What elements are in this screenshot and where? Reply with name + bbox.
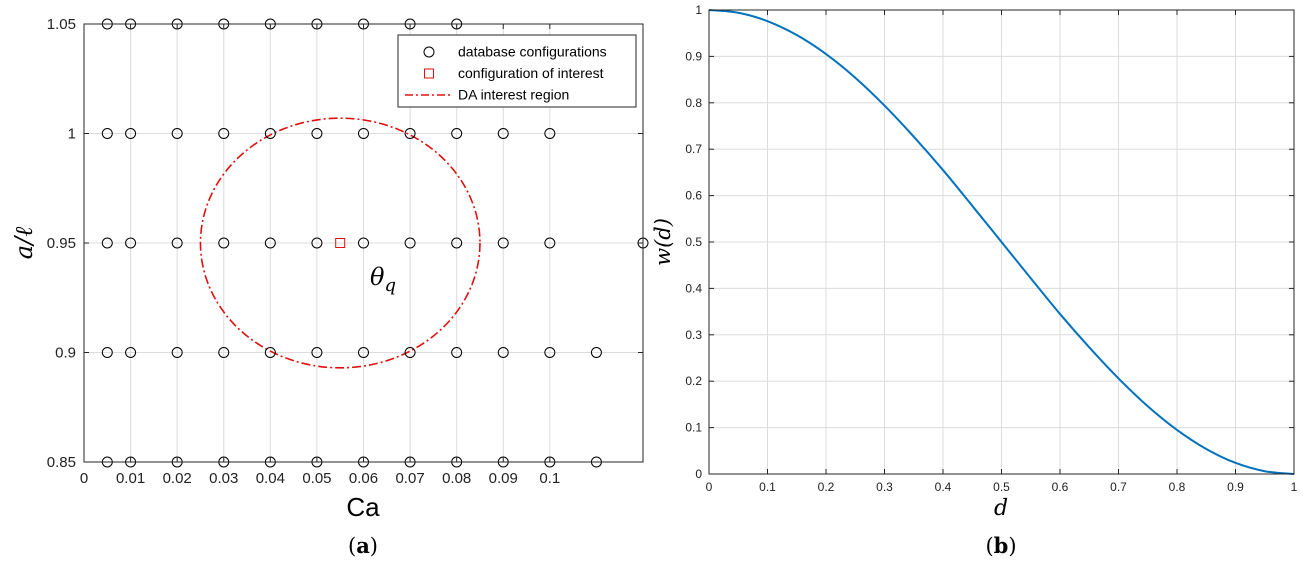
panel-a-x-tick-label: 0.03 bbox=[209, 470, 238, 487]
database-configuration-point bbox=[311, 237, 323, 249]
database-configuration-point bbox=[101, 347, 113, 358]
panel-b-x-ticks: 0 0.1 0.2 0.3 0.4 0.5 0.6 0.7 0.8 0.9 1 bbox=[706, 10, 1298, 494]
panel-a-x-tick-label: 0.06 bbox=[349, 470, 378, 487]
panel-a-caption: (a) bbox=[348, 533, 378, 558]
database-configuration-point bbox=[404, 237, 416, 249]
database-configuration-point bbox=[264, 347, 276, 358]
database-configuration-point bbox=[590, 347, 602, 358]
legend-circle-marker bbox=[423, 46, 435, 58]
database-configuration-point bbox=[171, 347, 183, 358]
database-configuration-point bbox=[101, 128, 113, 139]
legend-square-marker bbox=[424, 68, 434, 79]
panel-b-y-tick-label: 0.8 bbox=[685, 96, 702, 110]
configuration-of-interest-point bbox=[335, 238, 346, 248]
panel-b-x-tick-label: 0.3 bbox=[876, 480, 893, 494]
panel-a-y-tick-label: 0.9 bbox=[55, 345, 76, 362]
database-configuration-point bbox=[218, 128, 230, 139]
database-configuration-point bbox=[171, 128, 183, 139]
panel-a-x-tick-label: 0.05 bbox=[302, 470, 331, 487]
database-configuration-point bbox=[311, 347, 323, 358]
database-configuration-point bbox=[171, 237, 183, 249]
panel-a-x-axis-label: Ca bbox=[346, 492, 380, 522]
database-configuration-point bbox=[358, 128, 369, 139]
database-configuration-point bbox=[451, 347, 463, 358]
database-configuration-point bbox=[311, 128, 323, 139]
database-configuration-point bbox=[451, 237, 463, 249]
panel-b-y-tick-label: 0.3 bbox=[685, 328, 702, 342]
database-configuration-point bbox=[125, 237, 137, 249]
database-configuration-point bbox=[218, 237, 230, 249]
panel-a-x-tick-label: 0.1 bbox=[539, 470, 560, 487]
panel-a-legend: database configurations configuration of… bbox=[397, 34, 637, 108]
panel-b-x-tick-label: 0.7 bbox=[1110, 480, 1127, 494]
panel-b-y-tick-label: 0 bbox=[695, 467, 702, 481]
panel-b-caption: (b) bbox=[985, 533, 1016, 558]
panel-a-x-ticks: 0 0.01 0.02 0.03 0.04 0.05 0.06 0.07 0.08 0.09 0.1 bbox=[80, 24, 560, 487]
panel-b-x-tick-label: 1 bbox=[1291, 480, 1298, 494]
panel-b-y-axis-label: w(d) bbox=[651, 218, 675, 266]
panel-a-interest-region-layer bbox=[199, 117, 481, 369]
panel-b-y-tick-label: 0.4 bbox=[685, 281, 702, 295]
panel-a-scatter-chart: 0 0.01 0.02 0.03 0.04 0.05 0.06 0.07 0.08 0.09 0.1… bbox=[10, 16, 649, 558]
panel-a-y-axis-label: a/ℓ bbox=[10, 227, 38, 259]
panel-a-x-tick-label: 0 bbox=[80, 470, 88, 487]
panel-b-line-chart: 0 0.1 0.2 0.3 0.4 0.5 0.6 0.7 0.8 0.9 1 0 0.1 0.2 0.3… bbox=[651, 3, 1298, 558]
panel-b-y-tick-label: 0.5 bbox=[685, 235, 702, 249]
database-configuration-point bbox=[451, 128, 463, 139]
panel-a-x-tick-label: 0.01 bbox=[116, 470, 145, 487]
database-configuration-point bbox=[125, 347, 137, 358]
panel-b-x-tick-label: 0.2 bbox=[818, 480, 835, 494]
database-configuration-point bbox=[544, 347, 556, 358]
panel-a-y-tick-label: 1.05 bbox=[47, 16, 76, 33]
panel-b-x-tick-label: 0.5 bbox=[993, 480, 1010, 494]
panel-b-x-tick-label: 0.6 bbox=[1052, 480, 1069, 494]
database-configuration-point bbox=[404, 347, 416, 358]
panel-a-grid bbox=[84, 24, 643, 462]
panel-a-x-tick-label: 0.09 bbox=[489, 470, 518, 487]
panel-b-y-tick-label: 0.1 bbox=[685, 421, 702, 435]
panel-b-grid bbox=[709, 10, 1294, 474]
legend-label-database: database configurations bbox=[458, 44, 607, 60]
panel-a-x-tick-label: 0.04 bbox=[256, 470, 285, 487]
database-configuration-point bbox=[218, 347, 230, 358]
panel-a-x-tick-label: 0.08 bbox=[442, 470, 471, 487]
database-configuration-point bbox=[125, 128, 137, 139]
panel-b-y-tick-label: 0.9 bbox=[685, 49, 702, 63]
panel-b-y-ticks: 0 0.1 0.2 0.3 0.4 0.5 0.6 0.7 0.8 0.9 1 bbox=[685, 3, 1294, 481]
database-configuration-point bbox=[497, 347, 509, 358]
panel-a-y-tick-label: 0.85 bbox=[47, 454, 76, 471]
database-configuration-point bbox=[497, 237, 509, 249]
da-interest-region-ellipse bbox=[199, 117, 481, 369]
panel-b-x-tick-label: 0.9 bbox=[1227, 480, 1244, 494]
panel-b-y-tick-label: 1 bbox=[695, 3, 702, 17]
panel-b-x-tick-label: 0.1 bbox=[759, 480, 776, 494]
database-configuration-point bbox=[544, 237, 556, 249]
panel-b-y-tick-label: 0.6 bbox=[685, 189, 702, 203]
legend-label-interest: configuration of interest bbox=[458, 65, 604, 81]
legend-label-region: DA interest region bbox=[458, 87, 569, 103]
panel-a-y-tick-label: 0.95 bbox=[47, 235, 76, 252]
panel-a-x-tick-label: 0.02 bbox=[163, 470, 192, 487]
database-configuration-point bbox=[101, 237, 113, 249]
panel-b-x-axis-label: d bbox=[994, 496, 1008, 521]
database-configuration-point bbox=[544, 128, 556, 139]
panel-b-weight-curve bbox=[708, 9, 1295, 475]
panel-a-y-ticks: 0.85 0.9 0.95 1 1.05 bbox=[47, 16, 643, 471]
panel-b-x-tick-label: 0.4 bbox=[935, 480, 952, 494]
database-configuration-point bbox=[264, 128, 276, 139]
panel-b-y-tick-label: 0.7 bbox=[685, 142, 702, 156]
panel-a-y-tick-label: 1 bbox=[68, 126, 76, 143]
database-configuration-point bbox=[404, 128, 416, 139]
theta-q-annotation: θq bbox=[370, 263, 396, 296]
panel-b-x-tick-label: 0 bbox=[706, 480, 713, 494]
panel-b-y-tick-label: 0.2 bbox=[685, 374, 702, 388]
database-configuration-point bbox=[497, 128, 509, 139]
database-configuration-point bbox=[264, 237, 276, 249]
panel-a-x-tick-label: 0.07 bbox=[395, 470, 424, 487]
database-configuration-point bbox=[358, 237, 369, 249]
panel-b-x-tick-label: 0.8 bbox=[1169, 480, 1186, 494]
database-configuration-point bbox=[358, 347, 369, 358]
